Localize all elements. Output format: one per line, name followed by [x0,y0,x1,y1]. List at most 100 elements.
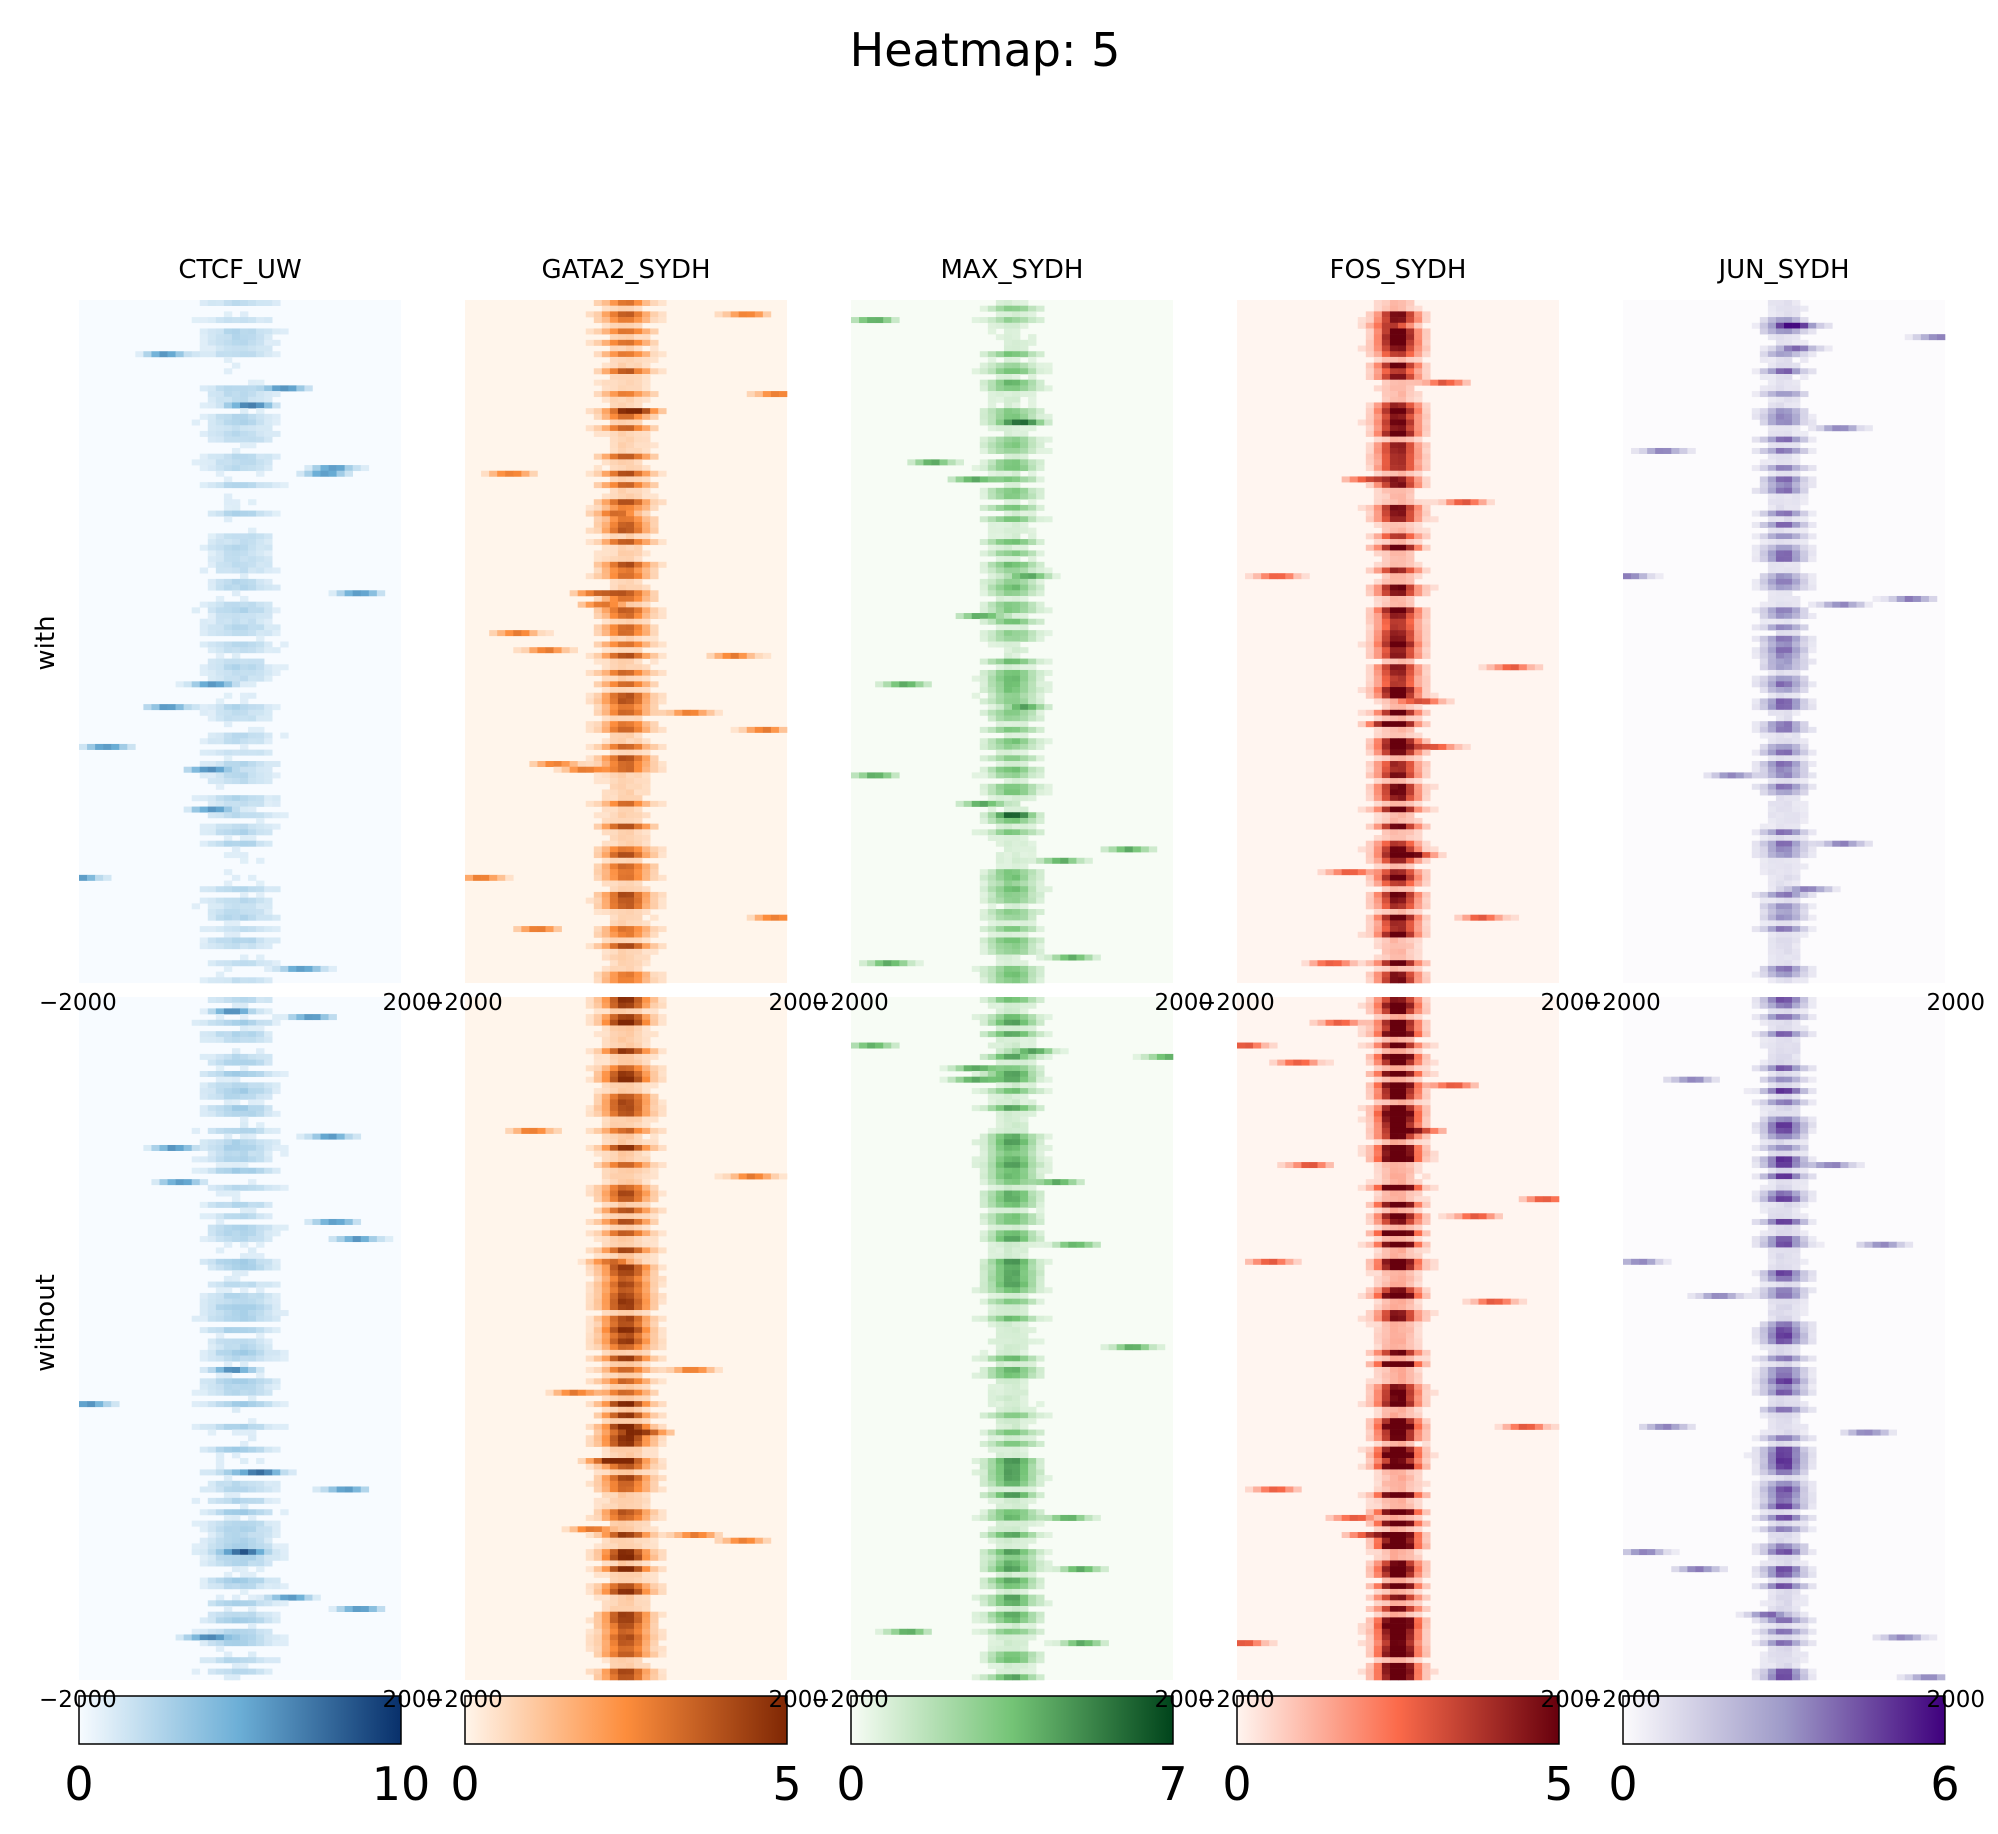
heatmap-cell [256,1423,265,1430]
heatmap-cell [1036,516,1045,523]
heatmap-cell [231,761,241,768]
heatmap-cell [609,1207,619,1214]
heatmap-cell [609,869,619,876]
heatmap-cell [851,772,860,779]
heatmap-cell [1020,755,1029,762]
heatmap-cell [521,470,530,477]
heatmap-cell [601,795,611,802]
heatmap-cell [658,1423,667,1430]
heatmap-cell [609,1554,619,1561]
heatmap-cell [593,521,603,528]
heatmap-cell [682,709,691,716]
heatmap-cell [642,379,651,386]
heatmap-cell [264,926,273,933]
heatmap-cell [971,368,981,375]
heatmap-cell [626,704,635,711]
heatmap-cell [231,385,241,392]
heatmap-cell [1028,465,1037,472]
heatmap-cell [995,1156,1005,1163]
heatmap-cell [754,311,764,318]
heatmap-cell [256,556,265,563]
heatmap-cell [609,1543,619,1550]
heatmap-cell [642,487,651,494]
heatmap-cell [207,943,217,950]
heatmap-cell [634,1070,643,1077]
heatmap-cell [240,937,249,944]
heatmap-cell [231,1492,241,1499]
heatmap-cell [248,396,257,403]
heatmap-cell [617,1429,627,1436]
heatmap-cell [609,1264,619,1271]
heatmap-cell [1020,806,1029,813]
heatmap-cell [593,698,603,705]
heatmap-cell [642,709,651,716]
heatmap-cell [1003,977,1013,984]
heatmap-cell [223,1076,233,1083]
heatmap-cell [231,419,241,426]
heatmap-cell [240,732,249,739]
heatmap-cell [617,1549,627,1556]
heatmap-cell [1003,1014,1013,1021]
heatmap-cell [593,869,603,876]
heatmap-cell [650,482,659,489]
heatmap-cell [634,914,643,921]
heatmap-cell [256,1526,265,1533]
heatmap-cell [617,977,627,984]
heatmap-cell [979,539,989,546]
heatmap-cell [561,766,570,773]
heatmap-cell [609,368,619,375]
heatmap-cell [199,1554,209,1561]
heatmap-cell [609,1201,619,1208]
heatmap-cell [248,527,257,534]
heatmap-cell [650,914,659,921]
heatmap-cell [1003,556,1013,563]
heatmap-cell [1012,1332,1021,1339]
heatmap-cell [256,618,265,625]
heatmap-cell [1012,806,1021,813]
heatmap-cell [995,715,1005,722]
heatmap-cell [1020,1144,1029,1151]
heatmap-cell [207,561,217,568]
heatmap-cell [593,1315,603,1322]
heatmap-cell [995,1315,1005,1322]
heatmap-cell [231,1076,241,1083]
heatmap-cell [1036,977,1045,984]
heatmap-cell [223,675,233,682]
heatmap-cell [634,1190,643,1197]
heatmap-cell [1020,635,1029,642]
heatmap-cell [617,1497,627,1504]
heatmap-cell [199,1082,209,1089]
heatmap-cell [626,379,635,386]
heatmap-cell [626,914,635,921]
heatmap-cell [368,1236,378,1243]
heatmap-cell [240,1053,249,1060]
heatmap-cell [658,613,667,620]
heatmap-cell [1044,436,1053,443]
heatmap-cell [642,1623,651,1630]
heatmap-cell [175,1144,184,1151]
heatmap-cell [1020,1196,1029,1203]
heatmap-cell [601,573,611,580]
heatmap-cell [256,630,265,637]
heatmap-cell [987,977,997,984]
heatmap-cell [256,1355,265,1362]
heatmap-cell [215,539,225,546]
heatmap-cell [642,852,651,859]
heatmap-cell [264,1105,273,1112]
heatmap-cell [231,1258,241,1265]
heatmap-cell [650,1452,659,1459]
heatmap-cell [215,1634,225,1641]
heatmap-cell [601,761,611,768]
heatmap-cell [979,997,989,1003]
heatmap-cell [569,1389,578,1396]
heatmap-cell [1036,1144,1045,1151]
heatmap-cell [650,339,659,346]
heatmap-cell [609,840,619,847]
heatmap-cell [1003,1292,1013,1299]
heatmap-cell [658,1338,667,1345]
heatmap-cell [658,1412,667,1419]
heatmap-cell [223,1401,233,1408]
heatmap-cell [650,1144,659,1151]
heatmap-cell [1044,1014,1053,1021]
heatmap-cell [617,1230,627,1237]
